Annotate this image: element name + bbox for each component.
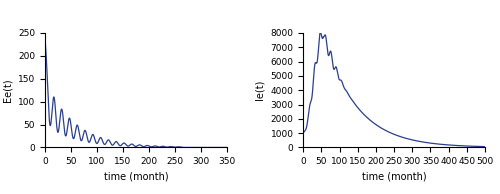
X-axis label: time (month): time (month) xyxy=(104,172,168,182)
Y-axis label: Ee(t): Ee(t) xyxy=(2,78,12,102)
X-axis label: time (month): time (month) xyxy=(362,172,426,182)
Y-axis label: Ie(t): Ie(t) xyxy=(255,80,265,100)
